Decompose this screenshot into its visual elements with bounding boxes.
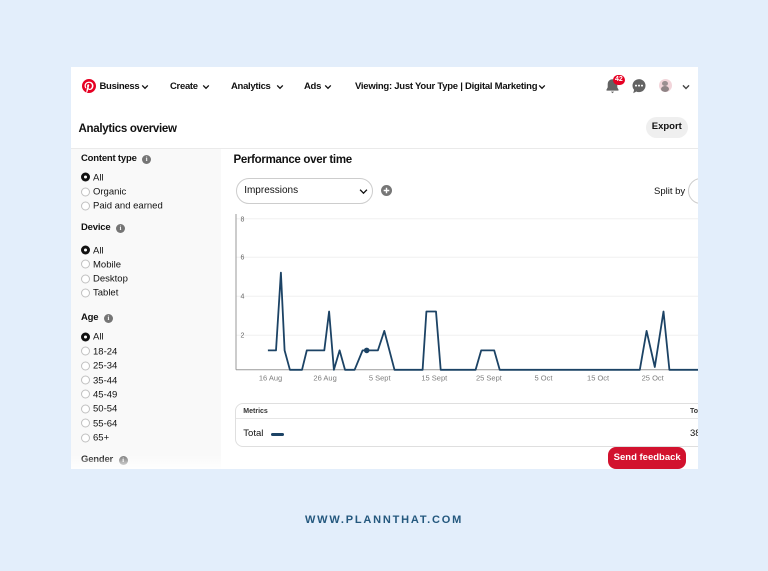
svg-text:5 Oct: 5 Oct [535, 374, 554, 383]
svg-text:15 Sept: 15 Sept [421, 374, 448, 383]
svg-text:5 Sept: 5 Sept [369, 374, 392, 383]
svg-text:2: 2 [241, 333, 245, 340]
svg-text:6: 6 [241, 255, 245, 262]
svg-text:16 Aug: 16 Aug [259, 374, 282, 383]
svg-text:4: 4 [241, 294, 245, 301]
svg-text:26 Aug: 26 Aug [313, 374, 336, 383]
svg-text:25 Sept: 25 Sept [476, 374, 503, 383]
svg-text:25 Oct: 25 Oct [642, 374, 665, 383]
svg-text:15 Oct: 15 Oct [587, 374, 610, 383]
svg-text:8: 8 [241, 216, 245, 223]
